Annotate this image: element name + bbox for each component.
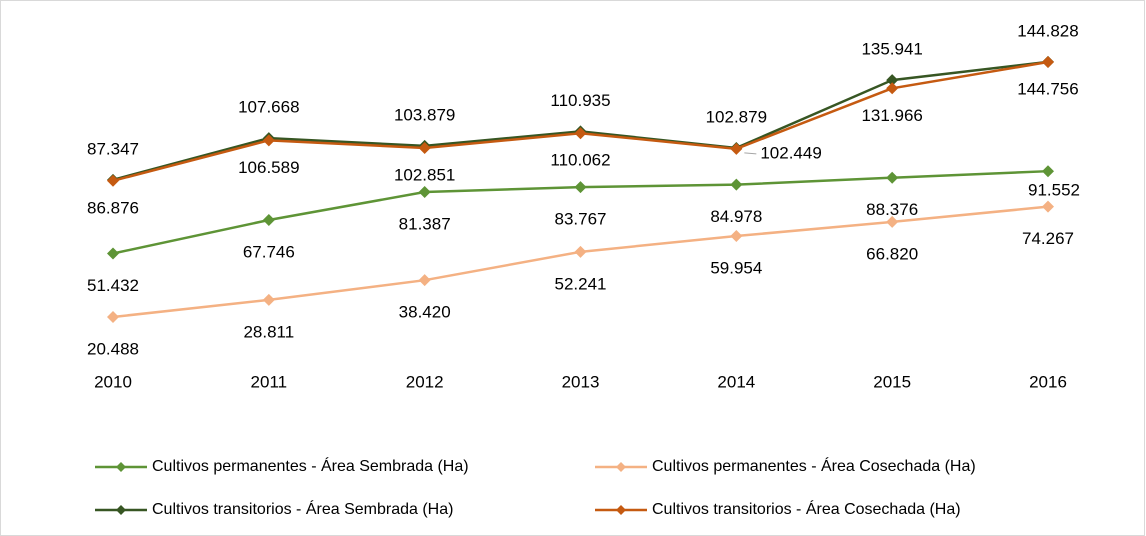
data-label: 144.756 [1017,80,1078,99]
data-label: 135.941 [861,40,922,59]
x-tick-label: 2014 [717,372,755,391]
point-marker [262,214,275,227]
legend-marker [116,505,126,515]
data-label: 66.820 [866,244,918,263]
x-tick-label: 2012 [406,372,444,391]
legend-marker [116,462,126,472]
data-label: 59.954 [710,258,762,277]
data-label: 102.851 [394,165,455,184]
data-label: 28.811 [243,322,294,341]
legend-label: Cultivos transitorios - Área Cosechada (… [652,499,961,518]
point-marker [886,215,899,228]
data-label: 84.978 [710,207,762,226]
data-label: 86.876 [87,198,139,217]
data-label: 51.432 [87,276,139,295]
point-marker [1042,165,1054,178]
point-marker [730,178,743,191]
point-marker [730,142,743,155]
point-marker [886,74,899,87]
data-label: 110.935 [550,91,610,110]
data-label: 81.387 [399,215,451,234]
point-marker [574,181,587,194]
leader-line [744,152,757,155]
point-marker [574,127,587,140]
point-marker [574,245,587,258]
point-marker [418,274,431,287]
point-marker [107,247,119,260]
data-label: 102.449 [760,143,821,162]
x-tick-label: 2010 [94,372,132,391]
x-tick-label: 2016 [1029,372,1067,391]
legend-marker [616,505,626,515]
point-marker [886,82,899,95]
data-label: 74.267 [1022,229,1074,248]
data-label: 88.376 [866,200,918,219]
legend-marker [616,462,626,472]
point-marker [886,171,899,184]
point-marker [107,174,119,187]
data-label: 131.966 [861,106,922,125]
data-label: 83.767 [555,210,607,229]
data-label: 102.879 [706,107,767,126]
point-marker [262,293,275,306]
point-marker [418,142,431,155]
data-label: 38.420 [399,303,451,322]
x-tick-label: 2013 [562,372,600,391]
data-label: 107.668 [238,98,299,117]
point-marker [418,186,431,199]
data-label: 67.746 [243,243,295,262]
point-marker [1042,200,1054,213]
data-label: 87.347 [87,139,139,158]
data-label: 110.062 [550,151,610,170]
legend-label: Cultivos permanentes - Área Cosechada (H… [652,456,976,475]
data-label: 106.589 [238,158,299,177]
x-tick-label: 2011 [251,372,288,391]
legend-label: Cultivos transitorios - Área Sembrada (H… [152,499,453,518]
data-label: 52.241 [555,274,607,293]
data-label: 20.488 [87,339,139,358]
data-label: 91.552 [1028,181,1080,200]
point-marker [262,134,275,147]
data-label: 103.879 [394,105,455,124]
point-marker [107,310,119,323]
x-tick-label: 2015 [873,372,911,391]
point-marker [1042,56,1054,69]
legend-label: Cultivos permanentes - Área Sembrada (Ha… [152,456,469,475]
point-marker [730,230,743,243]
data-label: 144.828 [1017,21,1078,40]
